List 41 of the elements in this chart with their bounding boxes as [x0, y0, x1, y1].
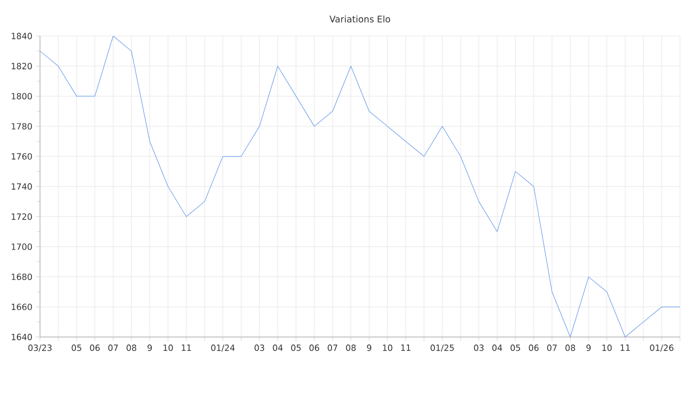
y-tick-label: 1720	[12, 213, 32, 220]
y-tick-label: 1680	[12, 274, 32, 280]
x-tick-label: 11	[401, 344, 410, 351]
x-tick-label: 07	[108, 344, 118, 351]
x-tick-label: 08	[565, 344, 576, 351]
x-tick-label: 9	[366, 344, 372, 351]
x-tick-label: 01/25	[430, 344, 454, 352]
y-tick-label: 1660	[12, 304, 32, 310]
x-tick-label: 03	[474, 344, 484, 351]
x-tick-label: 11	[620, 344, 630, 351]
x-tick-label: 08	[126, 344, 136, 351]
x-tick-label: 01/24	[211, 344, 235, 352]
y-tick-label: 1820	[12, 62, 32, 70]
x-tick-label: 04	[492, 344, 502, 351]
chart-title: Variations Elo	[329, 16, 390, 22]
x-tick-label: 01/26	[650, 344, 674, 352]
y-tick-label: 1840	[12, 32, 32, 40]
x-tick-label: 11	[182, 344, 191, 351]
x-tick-label: 06	[528, 344, 539, 351]
x-tick-label: 07	[328, 344, 338, 351]
x-tick-label: 06	[90, 344, 100, 351]
x-tick-label: 04	[272, 344, 283, 351]
x-tick-label: 06	[309, 344, 320, 351]
y-tick-label: 1760	[12, 153, 32, 160]
y-tick-label: 1700	[12, 243, 32, 250]
x-tick-label: 03	[254, 344, 264, 351]
x-tick-label: 08	[346, 344, 356, 351]
x-tick-label: 9	[148, 344, 152, 351]
y-tick-label: 1740	[12, 183, 32, 190]
x-tick-label: 10	[164, 344, 173, 351]
x-tick-label: 10	[382, 344, 392, 351]
x-tick-label: 10	[602, 344, 612, 351]
x-tick-label: 05	[72, 344, 82, 351]
x-tick-label: 07	[547, 344, 557, 351]
x-tick-label: 05	[510, 344, 520, 351]
x-tick-label: 05	[291, 344, 301, 351]
y-tick-label: 1780	[12, 123, 32, 130]
x-tick-label: 03/23	[28, 344, 52, 352]
y-tick-label: 1640	[12, 334, 32, 340]
x-tick-label: 9	[586, 344, 591, 351]
y-tick-label: 1800	[12, 92, 32, 100]
